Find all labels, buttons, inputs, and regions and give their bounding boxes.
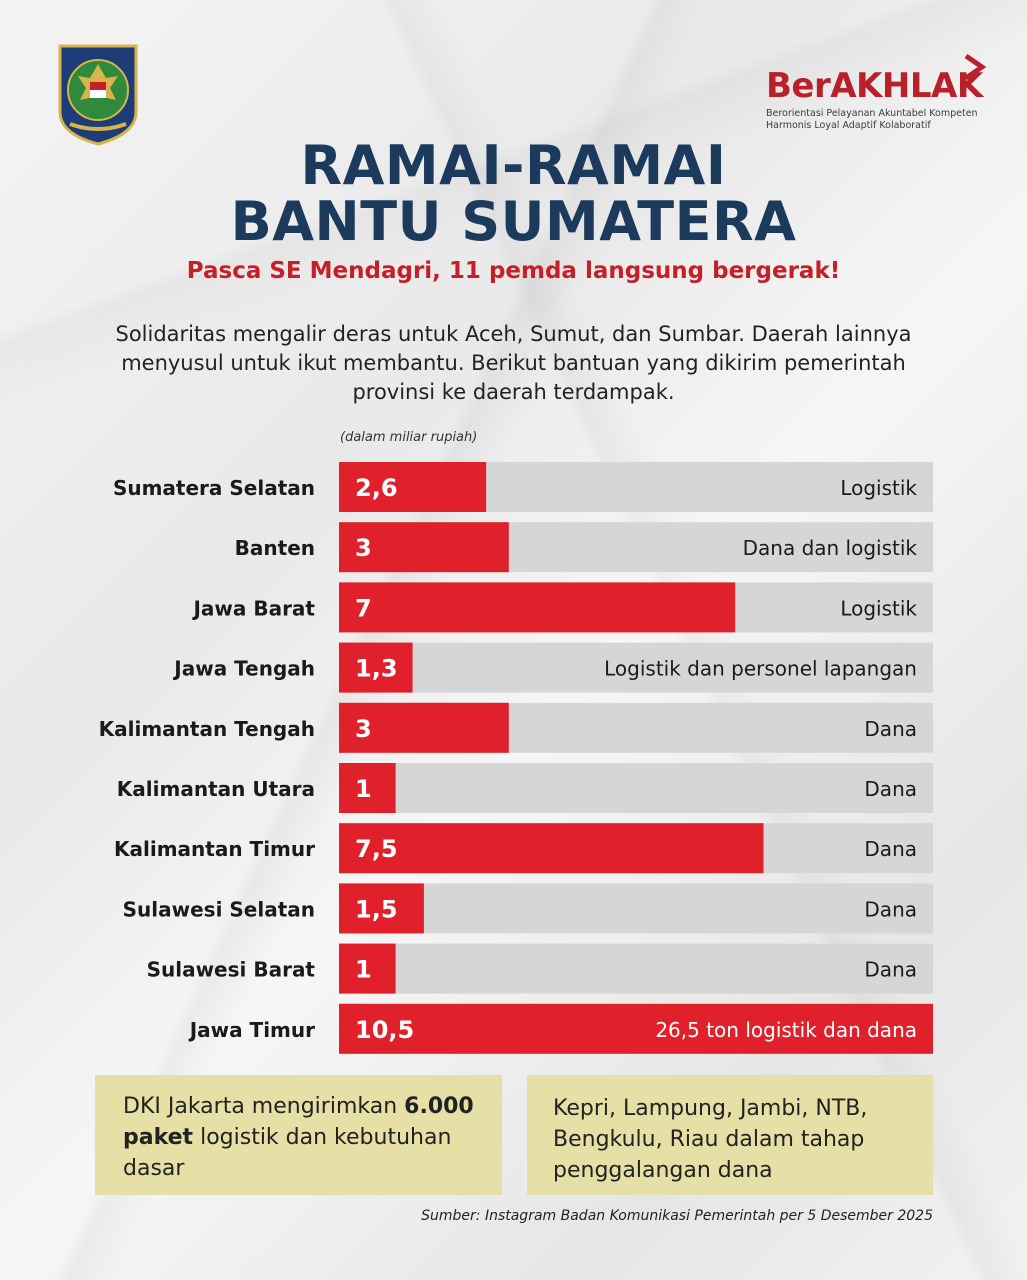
value-label: 7,5 [355, 835, 398, 863]
category-label: Kalimantan Timur [114, 837, 315, 861]
value-label: 2,6 [355, 474, 398, 502]
bar [339, 522, 509, 573]
bar [339, 462, 487, 512]
brand-tagline-1: Berorientasi Pelayanan Akuntabel Kompete… [766, 108, 978, 119]
source-text: Sumber: Instagram Badan Komunikasi Pemer… [421, 1208, 933, 1224]
bar-track [339, 763, 933, 813]
value-label: 3 [355, 534, 372, 562]
value-label: 1 [355, 956, 372, 984]
category-label: Sumatera Selatan [113, 476, 315, 500]
brand-name: BerAKHLAK [766, 66, 983, 106]
aid-type-label: Dana [864, 717, 917, 741]
aid-type-label: Dana [864, 777, 917, 801]
page-subtitle: Pasca SE Mendagri, 11 pemda langsung ber… [186, 258, 841, 284]
category-label: Kalimantan Utara [117, 777, 315, 801]
bar [339, 642, 413, 693]
jakarta-note-bold: 6.000 paket [123, 1094, 474, 1150]
value-label: 7 [355, 594, 372, 622]
category-label: Kalimantan Tengah [99, 717, 315, 741]
category-label: Jawa Barat [191, 596, 315, 620]
bar [339, 823, 764, 874]
bar-track [339, 943, 933, 994]
aid-type-label: Logistik dan personel lapangan [604, 657, 917, 681]
value-label: 1,5 [355, 895, 398, 923]
aid-type-label: Dana [864, 837, 917, 861]
value-label: 3 [355, 715, 372, 743]
brand-tagline-2: Harmonis Loyal Adaptif Kolaboratif [766, 120, 931, 131]
aid-type-label: 26,5 ton logistik dan dana [655, 1018, 917, 1042]
value-label: 1,3 [355, 655, 398, 683]
title-line-1: RAMAI-RAMAI [300, 134, 727, 197]
bar [339, 763, 396, 813]
category-label: Banten [235, 536, 315, 560]
aid-type-label: Logistik [840, 596, 917, 620]
ministry-logo [56, 42, 140, 146]
aid-type-label: Dana [864, 958, 917, 982]
unit-label: (dalam miliar rupiah) [340, 430, 478, 445]
bar [339, 883, 424, 934]
bar [339, 1003, 933, 1054]
category-label: Sulawesi Barat [147, 958, 316, 982]
bar-track [339, 883, 933, 934]
value-label: 1 [355, 775, 372, 803]
title-line-2: BANTU SUMATERA [230, 190, 797, 253]
aid-type-label: Logistik [840, 476, 917, 500]
aid-type-label: Dana [864, 897, 917, 921]
jakarta-note-post: logistik dan kebutuhan dasar [123, 1125, 452, 1181]
berakhlak-brand: BerAKHLAK Berorientasi Pelayanan Akuntab… [766, 54, 986, 132]
fundraising-note: Kepri, Lampung, Jambi, NTB, Bengkulu, Ri… [527, 1075, 933, 1195]
category-label: Jawa Tengah [172, 657, 315, 681]
fundraising-note-text: Kepri, Lampung, Jambi, NTB, Bengkulu, Ri… [553, 1096, 868, 1183]
jakarta-note-pre: DKI Jakarta mengirimkan [123, 1094, 398, 1119]
category-label: Sulawesi Selatan [123, 897, 315, 921]
garuda-emblem-icon [58, 44, 138, 146]
value-label: 10,5 [355, 1016, 414, 1044]
bar [339, 943, 396, 994]
aid-type-label: Dana dan logistik [743, 536, 918, 560]
intro-text: Solidaritas mengalir deras untuk Aceh, S… [115, 322, 912, 404]
category-label: Jawa Timur [188, 1018, 315, 1042]
jakarta-note: DKI Jakarta mengirimkan 6.000 paket logi… [95, 1075, 502, 1195]
bar [339, 702, 509, 753]
bar [339, 582, 736, 633]
chevron-right-icon [964, 54, 986, 80]
page-title: RAMAI-RAMAI BANTU SUMATERA [0, 138, 1027, 250]
bar-track [339, 642, 933, 693]
